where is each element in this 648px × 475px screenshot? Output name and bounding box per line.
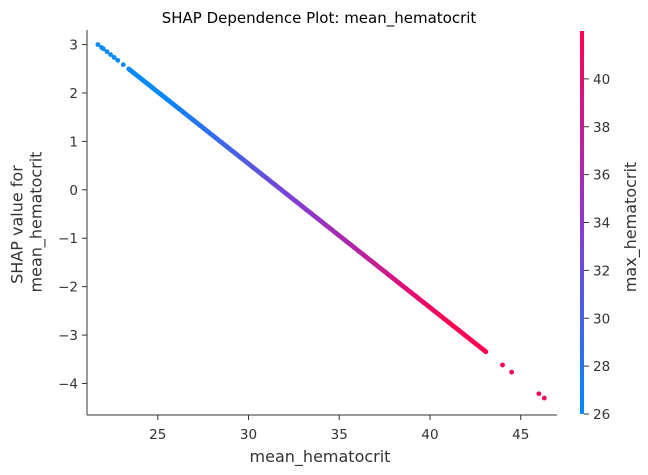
data-point (95, 42, 101, 47)
x-tick-label: 45 (512, 427, 529, 443)
colorbar-tick-label: 32 (593, 263, 610, 279)
colorbar-tick-label: 36 (593, 168, 610, 184)
y-tick-label: 3 (69, 38, 78, 54)
data-point (111, 55, 117, 60)
data-point (536, 391, 542, 397)
x-tick-label: 30 (240, 427, 257, 443)
y-tick-label: 0 (69, 183, 78, 199)
x-axis-label: mean_hematocrit (250, 447, 391, 467)
data-point (500, 362, 505, 368)
plot-area: 25 30 35 40 45 3 2 1 0 −1 −2 −3 −4 (58, 30, 557, 443)
x-tick-label: 25 (149, 427, 166, 443)
data-point (120, 62, 126, 68)
y-tick-label: −4 (58, 377, 78, 393)
colorbar-tick-label: 40 (593, 72, 610, 88)
y-tick-label: −3 (58, 328, 78, 344)
data-point (108, 52, 113, 57)
colorbar-tick-label: 38 (593, 120, 610, 136)
colorbar-tick-label: 34 (593, 216, 610, 232)
colorbar-tick-label: 26 (593, 407, 610, 423)
x-tick-label: 35 (331, 427, 348, 443)
data-point (115, 57, 121, 63)
y-axis-label: SHAP value for mean_hematocrit (7, 152, 46, 293)
colorbar-label: max_hematocrit (621, 162, 641, 292)
y-tick-label: −2 (58, 280, 78, 296)
y-tick-label: 1 (69, 134, 78, 150)
y-tick-label: −1 (58, 231, 78, 247)
x-tick-label: 40 (421, 427, 438, 443)
colorbar-tick-label: 30 (593, 311, 610, 327)
data-point (509, 369, 515, 375)
data-point (483, 349, 489, 355)
colorbar-tick-label: 28 (593, 359, 610, 375)
colorbar-ticks: 26 28 30 32 34 36 38 40 (584, 72, 610, 423)
colorbar-gradient (580, 31, 584, 414)
chart-title: SHAP Dependence Plot: mean_hematocrit (162, 9, 477, 28)
y-ticks: 3 2 1 0 −1 −2 −3 −4 (58, 38, 87, 393)
y-tick-label: 2 (69, 86, 78, 102)
y-axis-label-line1: SHAP value for (7, 165, 26, 284)
data-point (541, 395, 547, 401)
data-point (104, 49, 110, 55)
y-axis-label-line2: mean_hematocrit (27, 152, 47, 293)
scatter-points (95, 42, 547, 401)
colorbar: 26 28 30 32 34 36 38 40 max_hematocrit (580, 31, 641, 423)
x-ticks: 25 30 35 40 45 (149, 415, 529, 443)
data-point (100, 46, 106, 52)
